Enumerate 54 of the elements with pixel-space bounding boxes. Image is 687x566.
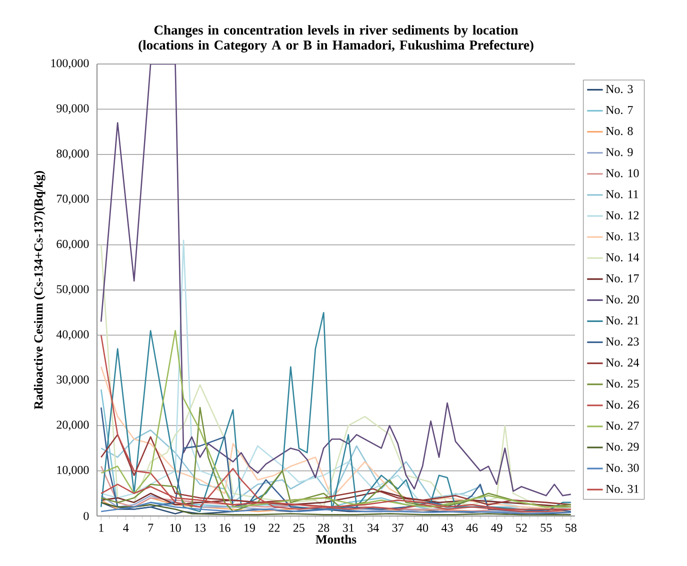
x-tick-label: 43 [441, 524, 453, 532]
x-tick-label: 1 [99, 524, 104, 532]
y-tick-label: 0 [84, 512, 89, 520]
y-tick-label: 10,000 [57, 466, 89, 476]
legend-label: No. 8 [606, 127, 633, 136]
x-tick-label: 4 [123, 524, 129, 532]
x-tick-label: 16 [220, 524, 230, 532]
legend-label: No. 11 [606, 190, 638, 198]
x-tick-label: 10 [170, 524, 181, 532]
legend-label: No. 25 [606, 380, 639, 388]
y-tick-label: 20,000 [56, 420, 89, 431]
x-tick-label: 28 [318, 524, 330, 532]
x-tick-label: 22 [268, 524, 280, 532]
legend-label: No. 12 [606, 211, 639, 220]
legend-label: No. 26 [606, 400, 639, 409]
x-tick-label: 37 [392, 524, 404, 532]
legend-label: No. 13 [606, 232, 639, 240]
x-tick-label: 7 [148, 524, 154, 532]
legend-label: No. 29 [606, 442, 639, 451]
x-tick-label: 52 [516, 524, 527, 532]
legend-label: No. 23 [606, 338, 639, 346]
x-tick-label: 46 [466, 524, 478, 532]
y-tick-label: 70,000 [56, 194, 89, 205]
legend-label: No. 24 [606, 358, 640, 367]
x-tick-label: 55 [540, 524, 552, 532]
y-tick-label: 60,000 [56, 240, 89, 250]
chart-title: Changes in concentration levels in river sediments by location (locations in Category A or B in Hamadori, Fukushima Prefecture) [138, 25, 534, 52]
legend-label: No. 10 [606, 169, 639, 178]
y-tick-label: 50,000 [56, 285, 89, 295]
x-tick-label: 13 [195, 524, 206, 532]
y-tick-label: 90,000 [56, 104, 89, 114]
legend-label: No. 9 [606, 148, 633, 156]
x-axis-title: Months [316, 534, 356, 544]
y-tick-label: 100,000 [51, 59, 89, 69]
legend-label: No. 14 [606, 253, 640, 262]
x-tick-label: 34 [368, 524, 379, 532]
legend-label: No. 7 [606, 106, 633, 114]
legend-label: No. 31 [606, 484, 639, 493]
legend-label: No. 30 [606, 464, 639, 472]
x-tick-label: 58 [566, 524, 576, 532]
y-tick-label: 80,000 [56, 149, 89, 160]
x-tick-label: 31 [342, 524, 354, 532]
y-tick-label: 30,000 [56, 375, 89, 386]
legend-label: No. 20 [606, 295, 639, 304]
legend-label: No. 3 [606, 85, 633, 94]
legend-label: No. 27 [606, 422, 639, 430]
x-tick-label: 19 [244, 524, 255, 532]
x-tick-label: 40 [416, 524, 428, 532]
x-tick-label: 49 [490, 524, 502, 532]
legend-label: No. 17 [606, 274, 639, 282]
y-tick-label: 40,000 [56, 330, 89, 340]
x-tick-label: 25 [293, 524, 304, 532]
legend-label: No. 21 [606, 316, 639, 325]
y-axis-title: Radioactive Cesium (Cs-134+Cs-137)(Bq/kg) [34, 171, 46, 410]
